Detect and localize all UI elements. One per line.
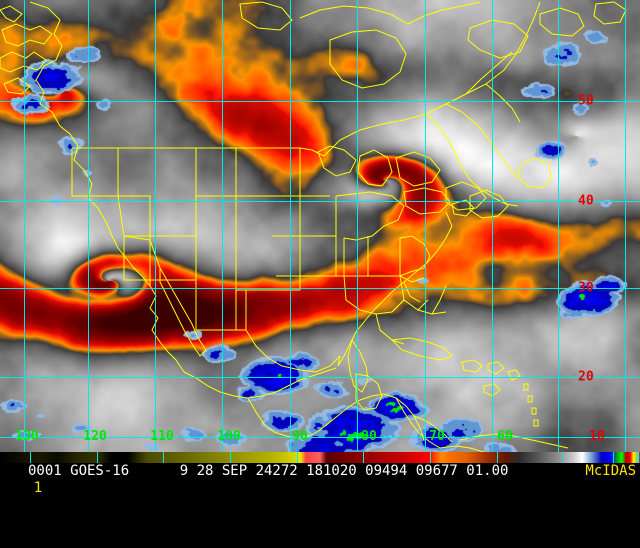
- color-bar-tick-2: [163, 452, 164, 463]
- color-bar-tick-0: [30, 452, 31, 463]
- satellite-image-viewer: 130 120 110 100 90 80 70 60 10 50 40 30 20 1 0001 GO…: [0, 0, 640, 496]
- satellite-image-panel[interactable]: 130 120 110 100 90 80 70 60 10 50 40 30 20: [0, 0, 640, 452]
- color-bar-tick-5: [363, 452, 364, 463]
- color-bar-tick-3: [230, 452, 231, 463]
- lead-digit: 1: [33, 480, 43, 496]
- color-bar-tick-1: [97, 452, 98, 463]
- color-bar-tick-9: [613, 452, 614, 463]
- mcidas-brand-label: McIDAS: [585, 463, 636, 479]
- color-bar-tick-4: [297, 452, 298, 463]
- color-bar-tick-7: [497, 452, 498, 463]
- image-info-text: 0001 GOES-16 9 28 SEP 24272 181020 09494…: [28, 463, 509, 479]
- status-bar: 1 0001 GOES-16 9 28 SEP 24272 181020 094…: [0, 463, 640, 496]
- color-bar-tick-8: [563, 452, 564, 463]
- satellite-water-vapour-image[interactable]: [0, 0, 640, 452]
- color-bar-gradient: [0, 452, 640, 463]
- color-enhancement-bar[interactable]: [0, 452, 640, 463]
- color-bar-tick-6: [430, 452, 431, 463]
